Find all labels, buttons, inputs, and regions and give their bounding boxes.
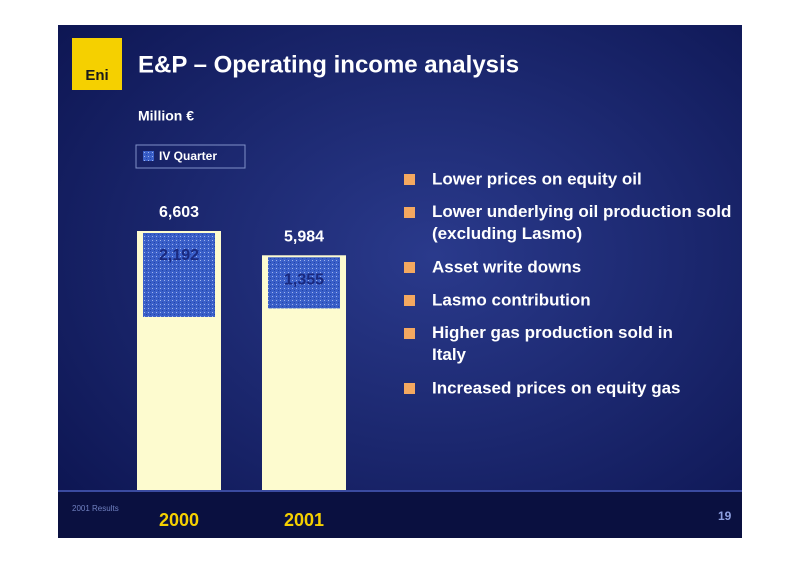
quarter-label: 2,192 <box>159 247 199 264</box>
bullet-marker <box>404 295 415 306</box>
footer-band <box>58 490 742 538</box>
page-number: 19 <box>718 509 732 523</box>
footer-caption: 2001 Results <box>72 504 119 513</box>
bullet-marker <box>404 328 415 339</box>
slide-title: E&P – Operating income analysis <box>138 51 519 78</box>
bullet-text: Asset write downs <box>432 257 581 276</box>
bullet-marker <box>404 262 415 273</box>
bullet-marker <box>404 207 415 218</box>
legend-label: IV Quarter <box>159 149 217 163</box>
x-tick-label: 2000 <box>159 510 199 530</box>
bullet-text: Lower underlying oil production sold (exc… <box>432 202 731 243</box>
value-label: 6,603 <box>159 204 199 221</box>
bullet-marker <box>404 174 415 185</box>
quarter-label: 1,355 <box>284 271 324 288</box>
value-label: 5,984 <box>284 228 324 245</box>
unit-label: Million € <box>138 108 194 124</box>
logo-text: Eni <box>85 67 108 84</box>
quarter-bar <box>143 233 215 317</box>
x-tick-label: 2001 <box>284 510 324 530</box>
legend-swatch <box>143 151 154 161</box>
bullet-text: Lower prices on equity oil <box>432 169 642 188</box>
bullet-text: Lasmo contribution <box>432 290 591 309</box>
logo <box>72 38 122 90</box>
quarter-bar <box>268 257 340 309</box>
bullet-marker <box>404 383 415 394</box>
legend-box <box>135 144 246 169</box>
bullet-text: Higher gas production sold in Italy <box>432 323 673 364</box>
bullet-text: Increased prices on equity gas <box>432 378 680 397</box>
